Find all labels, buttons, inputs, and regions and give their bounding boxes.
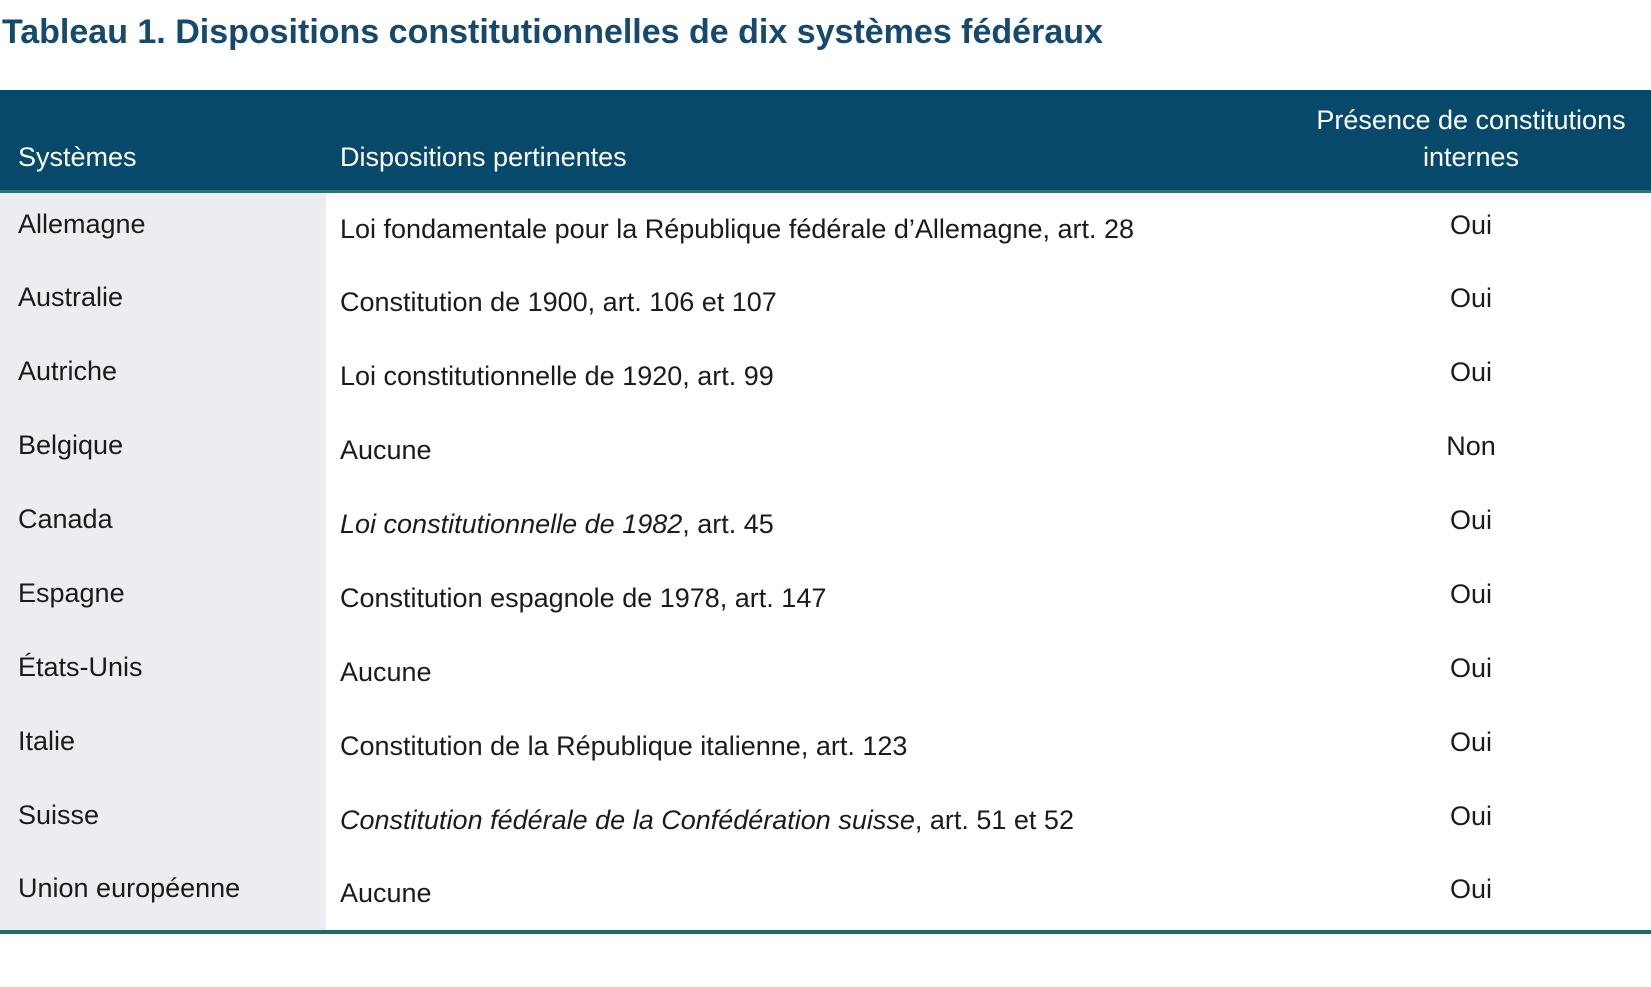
provision-cell: Aucune (326, 858, 1291, 932)
presence-value: Non (1446, 431, 1496, 462)
presence-cell: Oui (1291, 784, 1651, 858)
provision-cell: Aucune (326, 414, 1291, 488)
presence-cell: Oui (1291, 192, 1651, 266)
provision-cell: Constitution de 1900, art. 106 et 107 (326, 266, 1291, 340)
column-header-presence: Présence de constitutions internes (1291, 89, 1651, 194)
provision-italic-part: Constitution fédérale de la Confédératio… (340, 805, 915, 836)
provision-text: Constitution de 1900, art. 106 et 107 (340, 287, 777, 318)
table-row: Autriche Loi constitutionnelle de 1920, … (0, 339, 1651, 414)
table-body: Allemagne Loi fondamentale pour la Répub… (0, 191, 1651, 932)
system-cell: Italie (0, 709, 326, 784)
presence-value: Oui (1449, 283, 1493, 314)
presence-value: Oui (1449, 357, 1493, 388)
system-name: Australie (18, 282, 124, 313)
presence-value: Oui (1449, 579, 1493, 610)
system-name: Suisse (18, 800, 100, 831)
presence-cell: Oui (1291, 266, 1651, 340)
system-name: Union européenne (18, 873, 241, 904)
presence-cell: Oui (1291, 858, 1651, 932)
presence-cell: Oui (1291, 340, 1651, 414)
table-row: Belgique Aucune Non (0, 413, 1651, 488)
provision-text: Constitution espagnole de 1978, art. 147 (340, 583, 827, 614)
system-name: Belgique (18, 430, 124, 461)
table-row: États-Unis Aucune Oui (0, 635, 1651, 710)
provision-text: Aucune (340, 878, 432, 909)
provision-text: Loi fondamentale pour la République fédé… (340, 214, 1135, 245)
table-header: Systèmes Dispositions pertinentes Présen… (0, 89, 1651, 194)
provision-cell: Constitution fédérale de la Confédératio… (326, 784, 1291, 858)
provision-text: Loi constitutionnelle de 1920, art. 99 (340, 361, 774, 392)
presence-value: Oui (1449, 653, 1493, 684)
table-row: Suisse Constitution fédérale de la Confé… (0, 783, 1651, 858)
table-row: Canada Loi constitutionnelle de 1982, ar… (0, 487, 1651, 562)
system-cell: Belgique (0, 413, 326, 488)
system-name: Autriche (18, 356, 118, 387)
presence-cell: Oui (1291, 710, 1651, 784)
provision-text: , art. 45 (682, 509, 774, 540)
provision-cell: Aucune (326, 636, 1291, 710)
provision-text: Aucune (340, 657, 432, 688)
presence-value: Oui (1449, 874, 1493, 905)
provision-italic-part: Loi constitutionnelle de 1982 (340, 509, 683, 540)
system-name: Italie (18, 726, 76, 757)
system-name: Allemagne (18, 209, 146, 240)
table-row: Allemagne Loi fondamentale pour la Répub… (0, 191, 1651, 266)
system-name: États-Unis (18, 652, 143, 683)
presence-value: Oui (1449, 505, 1493, 536)
system-name: Espagne (18, 578, 125, 609)
presence-cell: Non (1291, 414, 1651, 488)
system-cell: Espagne (0, 561, 326, 636)
system-cell: Canada (0, 487, 326, 562)
table-row: Australie Constitution de 1900, art. 106… (0, 265, 1651, 340)
presence-cell: Oui (1291, 488, 1651, 562)
presence-value: Oui (1449, 210, 1493, 241)
column-header-dispositions: Dispositions pertinentes (326, 89, 1291, 194)
provision-text: Constitution de la République italienne,… (340, 731, 908, 762)
table-row: Espagne Constitution espagnole de 1978, … (0, 561, 1651, 636)
provision-text: Aucune (340, 435, 432, 466)
presence-value: Oui (1449, 727, 1493, 758)
provision-cell: Loi constitutionnelle de 1982, art. 45 (326, 488, 1291, 562)
system-name: Canada (18, 504, 113, 535)
system-cell: États-Unis (0, 635, 326, 710)
table-row: Union européenne Aucune Oui (0, 857, 1651, 932)
system-cell: Union européenne (0, 857, 326, 932)
table-title: Tableau 1. Dispositions constitutionnell… (2, 13, 1103, 51)
system-cell: Autriche (0, 339, 326, 414)
system-cell: Allemagne (0, 191, 326, 266)
presence-value: Oui (1449, 801, 1493, 832)
system-cell: Australie (0, 265, 326, 340)
provision-cell: Constitution de la République italienne,… (326, 710, 1291, 784)
provision-cell: Loi fondamentale pour la République fédé… (326, 192, 1291, 266)
column-header-systemes: Systèmes (0, 89, 326, 194)
header-row: Systèmes Dispositions pertinentes Présen… (0, 89, 1651, 194)
provision-text: , art. 51 et 52 (914, 805, 1074, 836)
table-row: Italie Constitution de la République ita… (0, 709, 1651, 784)
presence-cell: Oui (1291, 636, 1651, 710)
provision-cell: Loi constitutionnelle de 1920, art. 99 (326, 340, 1291, 414)
presence-cell: Oui (1291, 562, 1651, 636)
provision-cell: Constitution espagnole de 1978, art. 147 (326, 562, 1291, 636)
constitutional-provisions-table: Systèmes Dispositions pertinentes Présen… (0, 89, 1651, 934)
system-cell: Suisse (0, 783, 326, 858)
